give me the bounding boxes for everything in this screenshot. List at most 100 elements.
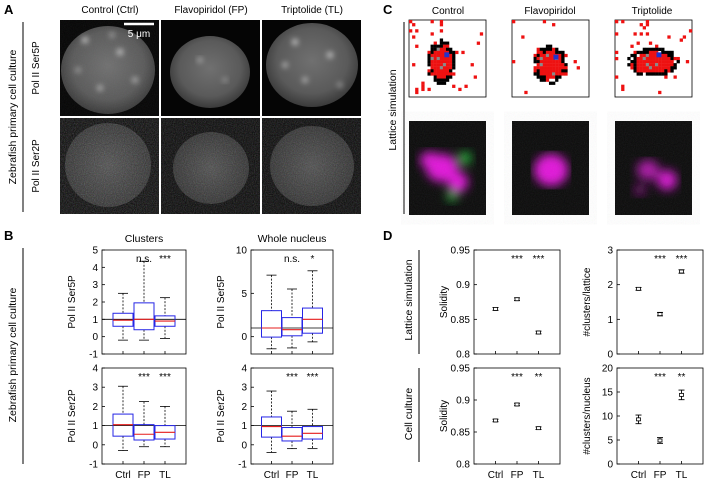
lattice-cell	[433, 63, 437, 67]
lattice-cell	[552, 72, 556, 76]
lattice-cell	[548, 69, 553, 73]
lattice-cell	[558, 53, 562, 58]
lattice-cell	[445, 44, 450, 48]
lattice-cell	[445, 69, 450, 73]
lattice-cell	[449, 47, 453, 51]
panel-c-col-title-flavopiridol: Flavopiridol	[524, 6, 575, 17]
microscopy-image-grid: 5 μm	[58, 18, 363, 216]
lattice-cell	[536, 56, 540, 61]
lattice-cell	[627, 56, 631, 61]
lattice-cell	[412, 23, 416, 27]
lattice-cell	[415, 90, 419, 95]
y-tick-label: 0.9	[456, 280, 470, 291]
lattice-cell	[658, 63, 662, 67]
lattice-cell	[430, 32, 434, 36]
lattice-cell	[415, 87, 419, 92]
boxplot-whole-nucleus-ser5p: 0 5 10 Pol II Ser5P n.s. *	[216, 246, 334, 355]
lattice-cell	[436, 75, 440, 79]
mean-marker	[536, 330, 541, 335]
significance-label: n.s.	[284, 254, 300, 265]
x-tick-label: TL	[533, 470, 545, 481]
lattice-cell	[561, 53, 565, 58]
lattice-cell	[421, 81, 425, 85]
mean-marker	[493, 418, 498, 423]
lattice-cell	[548, 75, 553, 79]
lattice-cell	[664, 75, 668, 79]
lattice-cell	[545, 50, 550, 55]
lattice-cell	[452, 50, 456, 55]
panel-letter-b: B	[4, 228, 13, 243]
significance-label: ***	[533, 254, 545, 265]
lattice-cell	[639, 63, 643, 67]
lattice-cell	[564, 72, 568, 76]
lattice-cell	[664, 53, 668, 58]
lattice-cell	[642, 69, 646, 73]
lattice-cell	[558, 50, 562, 55]
lattice-cell	[442, 81, 447, 85]
box	[133, 302, 155, 331]
lattice-cell	[648, 63, 653, 67]
panel-a-col-title-ctrl: Control (Ctrl)	[81, 5, 138, 16]
lattice-cell	[645, 66, 650, 70]
lattice-cell	[645, 56, 650, 61]
lattice-cell	[658, 60, 662, 64]
lattice-cell	[536, 60, 540, 64]
lattice-cell	[555, 66, 559, 70]
y-tick-label: 20	[602, 364, 614, 375]
lattice-cell	[427, 56, 431, 61]
mean-marker	[536, 426, 541, 431]
errorbar-lattice-clusters: 0 1 2 3 #clusters/lattice *** ***	[582, 246, 704, 361]
lattice-cell-highlight	[444, 52, 450, 58]
lattice-cell	[445, 72, 450, 76]
lattice-cell	[536, 75, 540, 79]
panel-letter-d: D	[383, 228, 392, 243]
lattice-cell	[449, 75, 453, 79]
y-tick-label: 0.9	[456, 396, 470, 407]
lattice-cell	[548, 47, 553, 51]
lattice-cell	[539, 75, 543, 79]
lattice-cell	[449, 53, 453, 58]
lattice-cell	[433, 44, 437, 48]
lattice-cell	[655, 60, 659, 64]
lattice-cell	[436, 50, 440, 55]
lattice-cell	[615, 20, 619, 24]
lattice-cell	[458, 87, 462, 92]
panel-c-side-label: Lattice simulation	[387, 69, 399, 150]
lattice-cell	[633, 69, 637, 73]
lattice-cell	[676, 56, 680, 61]
y-tick-label: 2	[92, 402, 98, 413]
lattice-cell	[633, 56, 637, 61]
lattice-simulation-triptolide	[614, 19, 693, 98]
lattice-cell	[558, 63, 562, 67]
y-tick-label: -1	[89, 460, 98, 471]
lattice-cell	[439, 78, 444, 82]
lattice-cell	[664, 50, 668, 55]
lattice-cell	[433, 72, 437, 76]
lattice-cell	[655, 47, 659, 51]
lattice-cell	[430, 44, 434, 48]
lattice-cell	[639, 32, 643, 36]
lattice-cell	[536, 69, 540, 73]
lattice-cell	[548, 81, 553, 85]
lattice-cell	[679, 38, 683, 42]
lattice-cell	[664, 66, 668, 70]
lattice-cell	[542, 56, 547, 61]
lattice-cell	[545, 75, 550, 79]
lattice-cell	[439, 50, 444, 55]
lattice-cell	[445, 60, 450, 64]
lattice-cell	[682, 35, 687, 39]
lattice-cell	[685, 60, 690, 64]
lattice-cell	[452, 72, 456, 76]
lattice-cell	[545, 66, 550, 70]
y-tick-label: 0	[241, 440, 247, 451]
box	[302, 307, 323, 334]
lattice-cell	[439, 44, 444, 48]
lattice-cell	[427, 69, 431, 73]
y-axis-label: Pol II Ser2P	[216, 389, 227, 443]
y-tick-label: -1	[238, 460, 247, 471]
lattice-cell	[615, 75, 619, 79]
lattice-cell-highlight	[553, 54, 559, 60]
lattice-cell	[673, 66, 677, 70]
lattice-cell	[667, 56, 671, 61]
